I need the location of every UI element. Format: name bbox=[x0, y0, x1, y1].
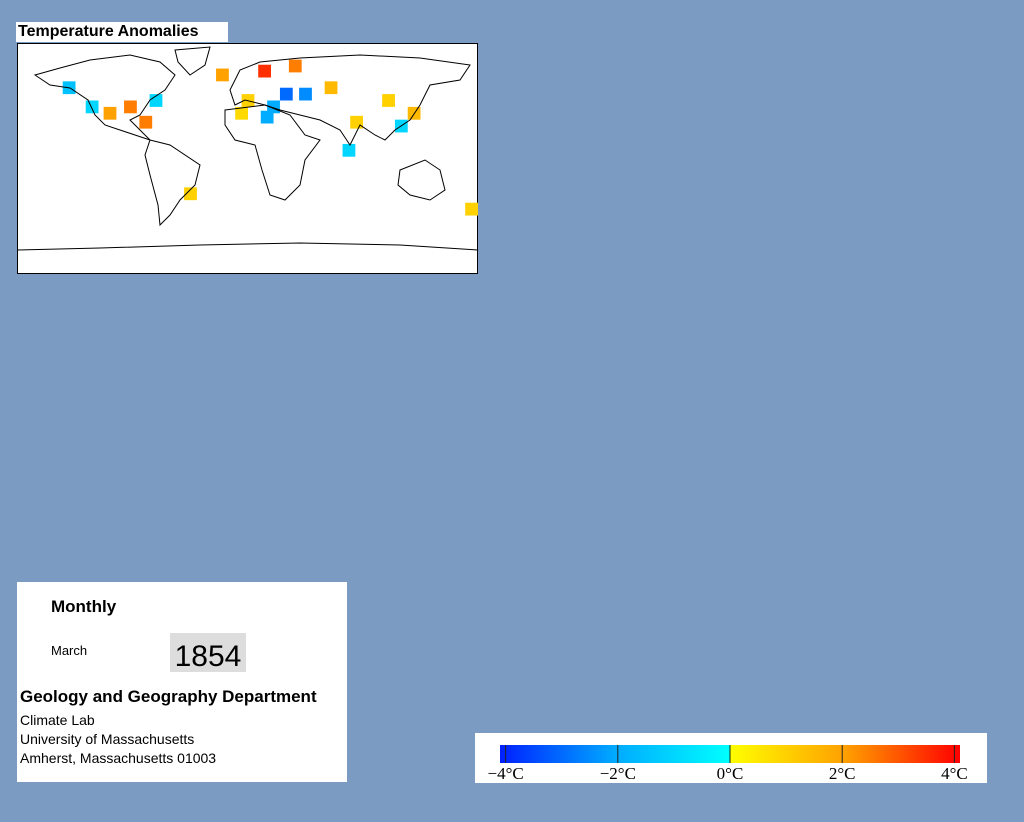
info-line: University of Massachusetts bbox=[20, 731, 195, 747]
anomaly-cell bbox=[216, 68, 229, 82]
anomaly-cell bbox=[465, 202, 478, 216]
year: 1854 bbox=[170, 633, 246, 673]
anomaly-cell bbox=[350, 115, 363, 129]
colorbar-tick-label: −4°C bbox=[487, 764, 523, 783]
coastlines bbox=[17, 46, 479, 251]
colorbar-tick-label: −2°C bbox=[600, 764, 636, 783]
anomaly-cell bbox=[184, 187, 197, 201]
map-frame bbox=[17, 43, 478, 274]
period: Monthly bbox=[51, 597, 117, 616]
anomaly-cell bbox=[258, 64, 271, 78]
anomaly-cell bbox=[288, 59, 302, 73]
colorbar-tick-label: 2°C bbox=[829, 764, 856, 783]
anomaly-cell bbox=[382, 94, 395, 107]
anomaly-cell bbox=[124, 100, 137, 114]
map-title: Temperature Anomalies bbox=[16, 22, 228, 42]
anomaly-cell bbox=[103, 106, 117, 120]
colorbar-tick-label: 0°C bbox=[717, 764, 744, 783]
anomaly-cell bbox=[279, 87, 293, 101]
month: March bbox=[51, 643, 88, 658]
anomaly-cell bbox=[139, 115, 153, 129]
colorbar-tick-label: 4°C bbox=[941, 764, 968, 783]
info-line: Amherst, Massachusetts 01003 bbox=[20, 750, 217, 766]
anomaly-cell bbox=[85, 100, 99, 114]
anomaly-cell bbox=[324, 81, 338, 95]
info-panel: Monthly March 1854 Geology and Geography… bbox=[17, 582, 347, 782]
anomaly-cell bbox=[235, 106, 248, 120]
anomaly-cell bbox=[342, 143, 356, 157]
anomaly-cell bbox=[149, 94, 163, 107]
department: Geology and Geography Department bbox=[20, 687, 317, 706]
anomaly-cell bbox=[299, 87, 312, 101]
info-line: Climate Lab bbox=[20, 712, 95, 728]
anomaly-cell bbox=[260, 110, 274, 124]
